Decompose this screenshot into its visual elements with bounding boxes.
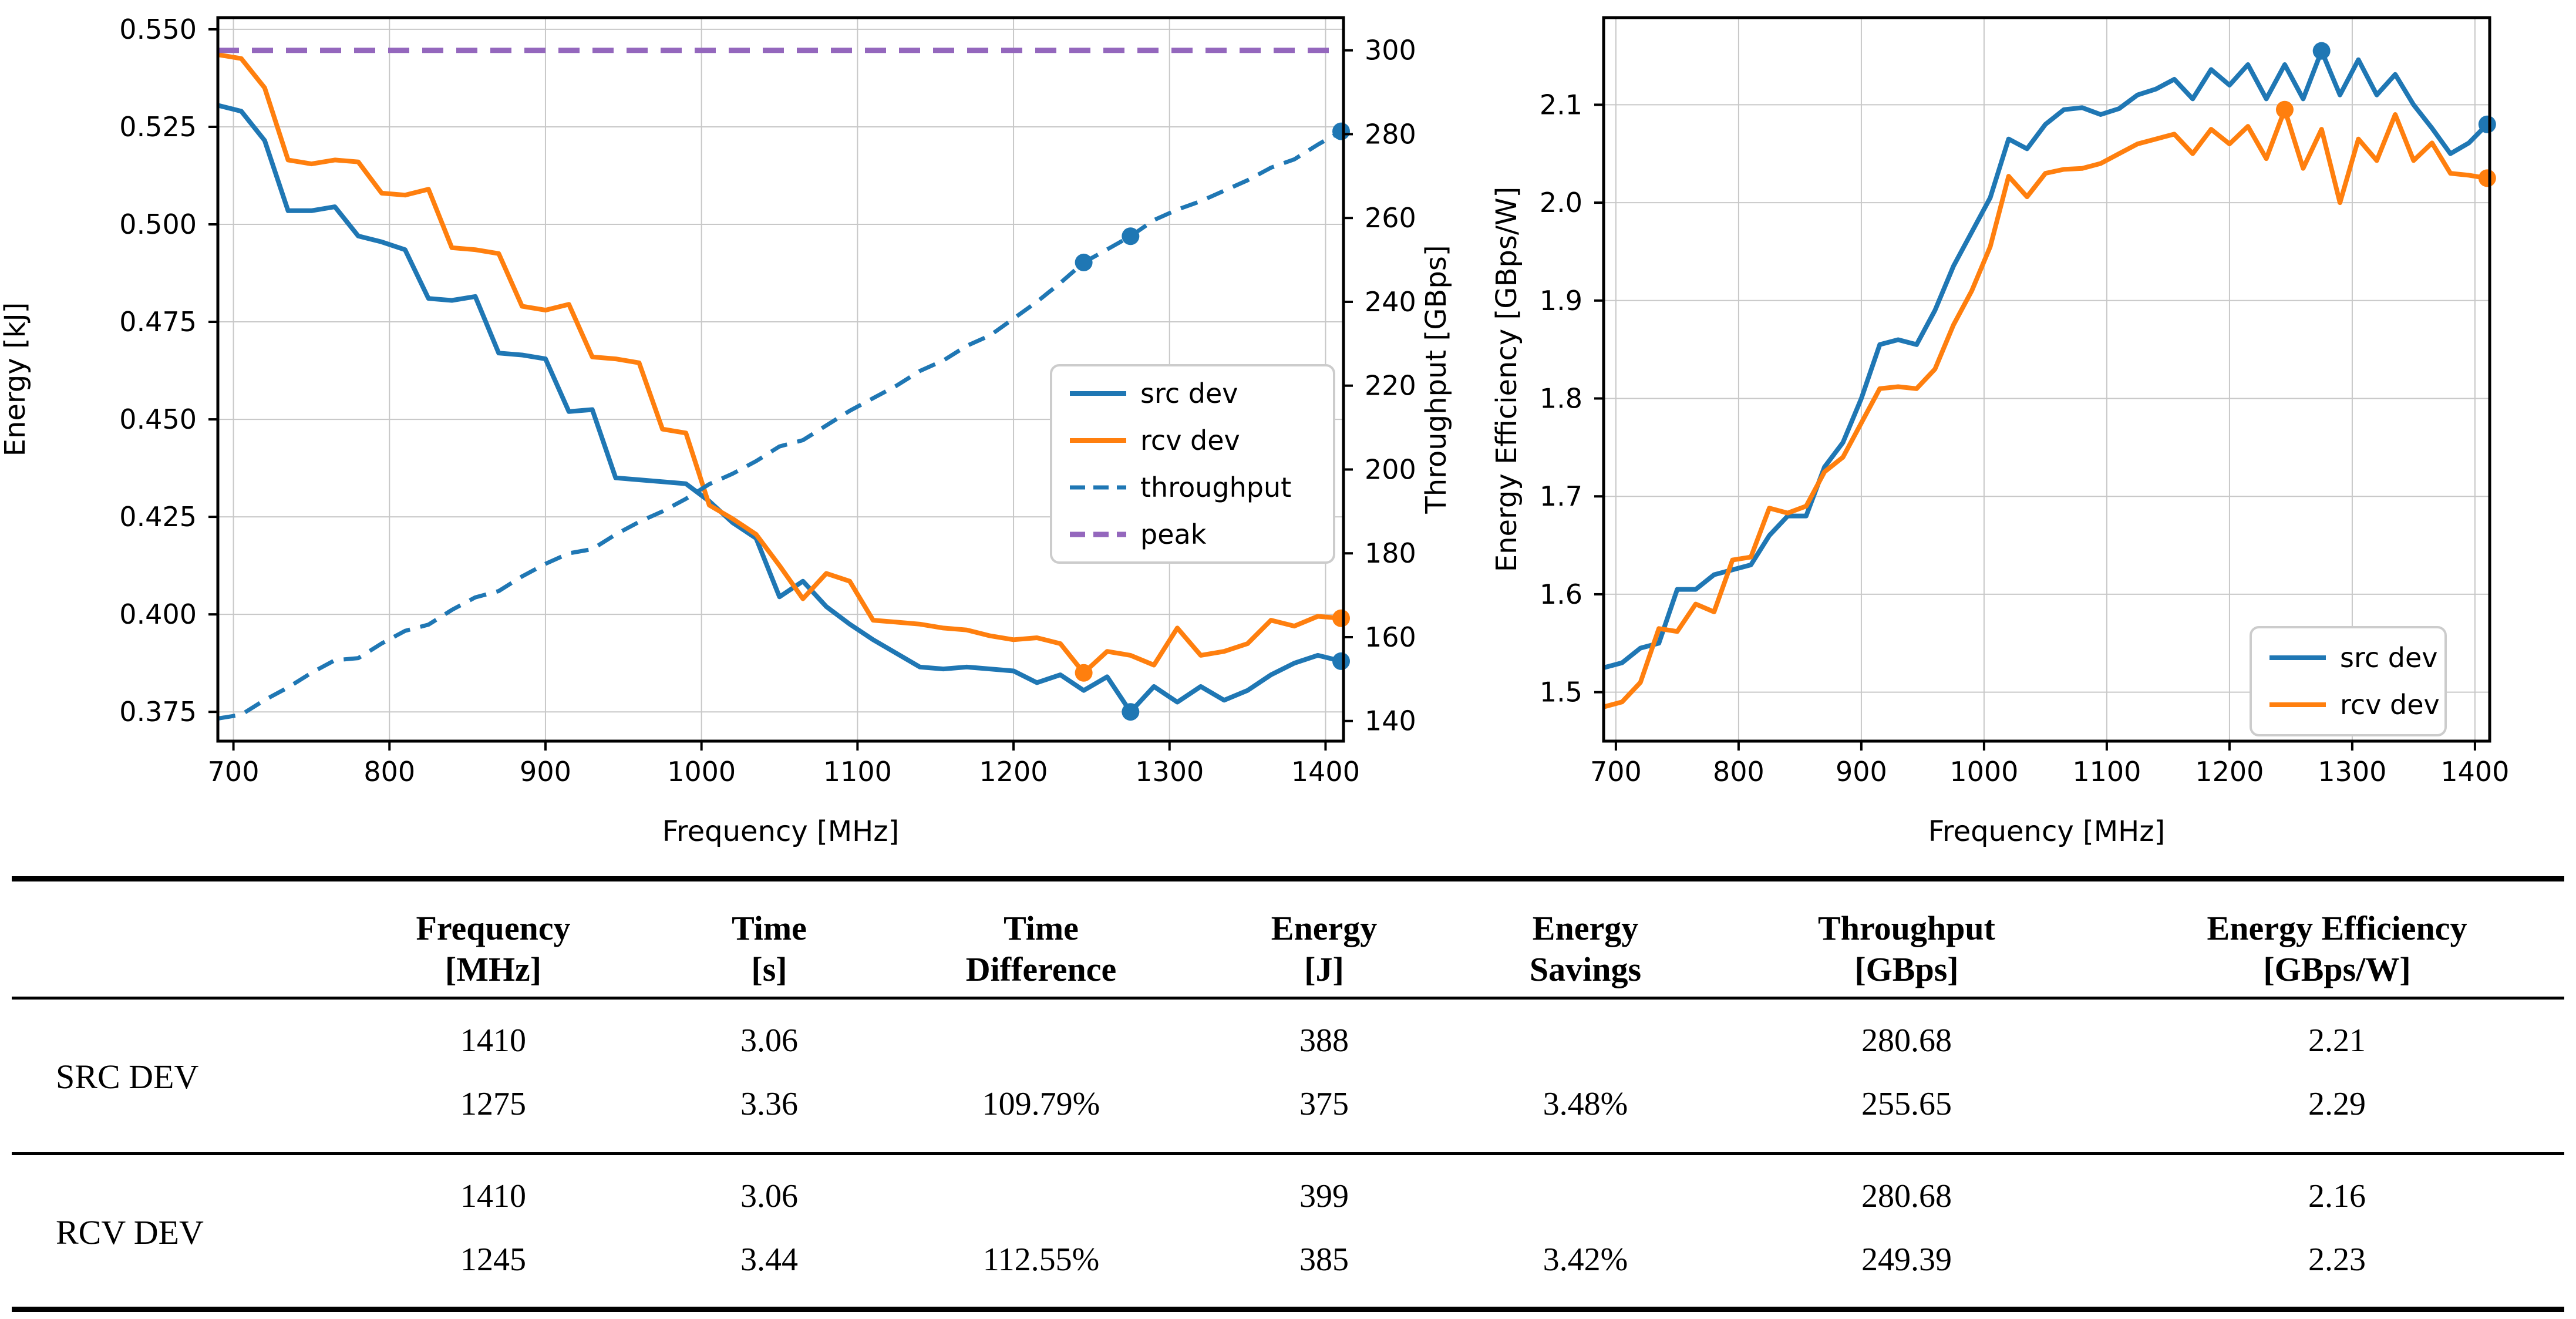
cell-time-src-dev-0: 3.06 (740, 1022, 798, 1059)
col-header-time_difference-line1: Time (1004, 909, 1079, 947)
x-tick-label: 1100 (823, 756, 892, 788)
col-header-energy_savings-line1: Energy (1532, 909, 1639, 947)
table-bottom-rule (12, 1307, 2564, 1312)
cell-throughput-src-dev-1: 255.65 (1861, 1086, 1952, 1122)
cell-time-rcv-dev-0: 3.06 (740, 1178, 798, 1214)
col-header-time-line1: Time (732, 909, 807, 947)
col-header-time-line2: [s] (751, 950, 787, 988)
x-tick-label: 900 (520, 756, 571, 788)
legend-label: rcv dev (1140, 425, 1240, 456)
cell-energy-src-dev-1: 375 (1299, 1086, 1349, 1122)
x-tick-label: 1300 (1135, 756, 1204, 788)
cell-throughput-rcv-dev-0: 280.68 (1861, 1178, 1952, 1214)
x-tick-label: 1200 (979, 756, 1048, 788)
y-tick-label: 0.450 (119, 403, 197, 435)
right-y-tick-label: 280 (1365, 118, 1416, 150)
table-top-rule (12, 876, 2564, 881)
y-tick-label: 0.425 (119, 501, 197, 533)
right-y-tick-label: 160 (1365, 621, 1416, 653)
marker-throughput (1332, 122, 1351, 140)
x-tick-label: 1000 (667, 756, 736, 788)
col-header-energy-line1: Energy (1271, 909, 1378, 947)
right-y-axis-label: Throughput [GBps] (1420, 245, 1453, 514)
series-line-src-dev (217, 103, 1342, 715)
col-header-frequency-line1: Frequency (416, 909, 571, 947)
cell-energy-rcv-dev-1: 385 (1299, 1241, 1349, 1278)
x-axis-label: Frequency [MHz] (662, 815, 899, 848)
cell-time-rcv-dev-1: 3.44 (740, 1241, 798, 1278)
cell-throughput-rcv-dev-1: 249.39 (1861, 1241, 1952, 1278)
y-tick-label: 0.550 (119, 14, 197, 45)
series-line-rcv-dev (217, 52, 1342, 675)
col-header-throughput-line1: Throughput (1818, 909, 1995, 947)
marker-src-dev (1332, 652, 1351, 670)
table-header-rule (12, 997, 2564, 1000)
col-header-energy_efficiency-line2: [GBps/W] (2263, 950, 2411, 988)
col-header-energy_efficiency-line1: Energy Efficiency (2207, 909, 2467, 947)
right-y-tick-label: 140 (1365, 705, 1416, 737)
cell-time-src-dev-1: 3.36 (740, 1086, 798, 1122)
x-tick-label: 800 (363, 756, 415, 788)
table-section-rule (12, 1152, 2564, 1155)
energy-throughput-chart: 700 800 900 1000 1100 1200 1300 1400 Frequency [… (0, 14, 1453, 848)
cell-energy_efficiency-src-dev-0: 2.21 (2308, 1022, 2366, 1059)
y-tick-label: 0.375 (119, 696, 197, 728)
col-header-energy-line2: [J] (1304, 950, 1344, 988)
marker-throughput (1122, 227, 1140, 245)
cell-frequency-rcv-dev-0: 1410 (460, 1178, 526, 1214)
legend-box (1050, 364, 1335, 564)
y-tick-label: 0.500 (119, 208, 197, 240)
right-y-tick-label: 240 (1365, 286, 1416, 318)
cell-energy-rcv-dev-0: 399 (1299, 1178, 1349, 1214)
y-tick-label: 0.525 (119, 111, 197, 143)
cell-energy_efficiency-rcv-dev-1: 2.23 (2308, 1241, 2366, 1278)
marker-rcv-dev (1075, 664, 1093, 682)
col-header-time_difference-line2: Difference (965, 950, 1117, 988)
cell-energy_savings-rcv-dev-1: 3.42% (1543, 1241, 1628, 1278)
legend-label: peak (1140, 519, 1207, 550)
marker-rcv-dev (1332, 609, 1351, 627)
right-y-tick-label: 220 (1365, 370, 1416, 402)
legend-label: src dev (1140, 378, 1238, 409)
right-y-tick-label: 200 (1365, 453, 1416, 485)
right-y-tick-label: 300 (1365, 35, 1416, 66)
x-tick-label: 700 (208, 756, 260, 788)
series-line-throughput (217, 129, 1342, 721)
right-y-tick-label: 180 (1365, 537, 1416, 569)
cell-frequency-src-dev-1: 1275 (460, 1086, 526, 1122)
cell-time_difference-src-dev-1: 109.79% (982, 1086, 1100, 1122)
cell-time_difference-rcv-dev-1: 112.55% (982, 1241, 1100, 1278)
legend-label: throughput (1140, 472, 1291, 503)
cell-energy_efficiency-rcv-dev-0: 2.16 (2308, 1178, 2366, 1214)
row-group-label: RCV DEV (56, 1213, 204, 1251)
cell-throughput-src-dev-0: 280.68 (1861, 1022, 1952, 1059)
y-axis-label: Energy [kJ] (0, 302, 32, 457)
right-y-tick-label: 260 (1365, 202, 1416, 234)
cell-frequency-src-dev-0: 1410 (460, 1022, 526, 1059)
marker-src-dev (1122, 703, 1140, 721)
col-header-energy_savings-line2: Savings (1529, 950, 1642, 988)
y-tick-label: 0.475 (119, 306, 197, 338)
x-tick-label: 1400 (1291, 756, 1360, 788)
cell-energy-src-dev-0: 388 (1299, 1022, 1349, 1059)
row-group-label: SRC DEV (56, 1058, 199, 1096)
y-tick-label: 0.400 (119, 598, 197, 630)
col-header-frequency-line2: [MHz] (445, 950, 542, 988)
col-header-throughput-line2: [GBps] (1854, 950, 1959, 988)
cell-energy_savings-src-dev-1: 3.48% (1543, 1086, 1628, 1122)
cell-energy_efficiency-src-dev-1: 2.29 (2308, 1086, 2366, 1122)
marker-throughput (1075, 253, 1093, 271)
cell-frequency-rcv-dev-1: 1245 (460, 1241, 526, 1278)
plot-border (216, 16, 1345, 743)
